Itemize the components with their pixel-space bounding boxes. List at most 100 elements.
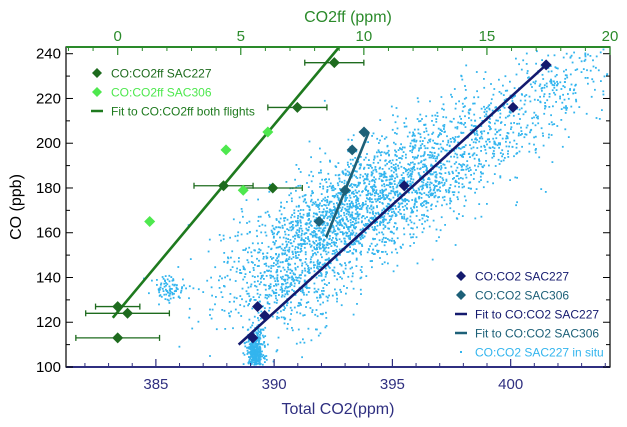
in-situ-point <box>421 188 423 191</box>
in-situ-point <box>277 226 280 229</box>
in-situ-point <box>291 275 293 278</box>
in-situ-point <box>253 280 256 283</box>
in-situ-point <box>419 167 422 170</box>
in-situ-point <box>355 207 358 210</box>
in-situ-point <box>278 246 281 248</box>
in-situ-point <box>334 288 336 291</box>
in-situ-point <box>406 169 409 172</box>
in-situ-point <box>357 240 360 243</box>
in-situ-point <box>475 132 478 135</box>
in-situ-point <box>468 170 470 172</box>
in-situ-point <box>248 346 251 348</box>
in-situ-point <box>197 320 200 323</box>
in-situ-point <box>272 265 275 267</box>
in-situ-point <box>353 242 356 245</box>
in-situ-point <box>550 70 553 73</box>
in-situ-point <box>178 345 181 348</box>
in-situ-point <box>431 146 434 149</box>
in-situ-point <box>356 303 358 305</box>
in-situ-point <box>265 262 267 265</box>
in-situ-point <box>498 91 501 93</box>
in-situ-point <box>425 165 428 167</box>
in-situ-point <box>280 213 283 216</box>
in-situ-point <box>421 202 424 204</box>
in-situ-point <box>269 256 272 258</box>
in-situ-point <box>432 184 435 186</box>
in-situ-point <box>389 192 392 195</box>
in-situ-point <box>290 222 293 224</box>
in-situ-point <box>430 204 432 207</box>
in-situ-point <box>303 267 306 270</box>
in-situ-point <box>463 151 466 153</box>
in-situ-point <box>436 111 439 114</box>
in-situ-point <box>287 234 290 236</box>
in-situ-point <box>384 212 387 215</box>
in-situ-point <box>250 255 253 258</box>
in-situ-point <box>296 234 299 237</box>
in-situ-point <box>273 262 275 264</box>
in-situ-point <box>562 85 565 87</box>
in-situ-point <box>525 126 528 129</box>
in-situ-point <box>463 153 466 155</box>
in-situ-point <box>354 212 357 215</box>
in-situ-point <box>286 290 288 293</box>
in-situ-point <box>352 313 355 316</box>
in-situ-point <box>385 152 387 155</box>
in-situ-point <box>429 138 432 141</box>
in-situ-point <box>297 251 299 253</box>
in-situ-point <box>367 222 369 225</box>
in-situ-point <box>325 295 328 298</box>
in-situ-point <box>468 166 471 169</box>
in-situ-point <box>345 199 347 201</box>
in-situ-point <box>431 154 434 157</box>
in-situ-point <box>341 217 344 220</box>
in-situ-point <box>325 311 327 314</box>
in-situ-point <box>226 262 229 264</box>
in-situ-point <box>397 194 399 196</box>
in-situ-point <box>281 227 284 229</box>
in-situ-point <box>325 317 328 319</box>
in-situ-point <box>554 82 556 85</box>
in-situ-point <box>265 358 268 361</box>
in-situ-point <box>461 177 464 180</box>
in-situ-point <box>250 261 253 263</box>
in-situ-point <box>263 283 266 286</box>
in-situ-point <box>468 117 470 119</box>
in-situ-point <box>372 206 375 209</box>
in-situ-point <box>256 292 259 295</box>
in-situ-point <box>287 268 290 271</box>
in-situ-point <box>534 124 537 127</box>
in-situ-point <box>296 265 299 268</box>
in-situ-point <box>243 342 246 344</box>
in-situ-point <box>359 251 362 254</box>
in-situ-point <box>488 107 491 110</box>
in-situ-point <box>330 245 333 247</box>
in-situ-point <box>560 88 563 90</box>
in-situ-point <box>399 193 402 196</box>
in-situ-point <box>448 187 451 190</box>
in-situ-point <box>277 255 280 258</box>
in-situ-point <box>288 276 291 279</box>
in-situ-point <box>413 128 416 131</box>
in-situ-point <box>248 359 251 361</box>
in-situ-point <box>315 290 318 293</box>
in-situ-point <box>506 137 509 140</box>
in-situ-point <box>421 118 423 120</box>
in-situ-point <box>326 224 329 227</box>
in-situ-point <box>537 99 539 101</box>
in-situ-point <box>257 360 260 363</box>
in-situ-point <box>371 185 374 188</box>
in-situ-point <box>421 184 424 187</box>
in-situ-point <box>430 164 432 167</box>
in-situ-point <box>377 161 380 164</box>
in-situ-point <box>344 174 347 177</box>
in-situ-point <box>401 155 404 157</box>
in-situ-point <box>252 261 254 264</box>
in-situ-point <box>324 259 327 261</box>
in-situ-point <box>370 173 373 176</box>
in-situ-point <box>490 127 492 130</box>
in-situ-point <box>248 356 251 359</box>
in-situ-point <box>473 125 476 127</box>
in-situ-point <box>499 112 502 115</box>
in-situ-point <box>298 231 301 233</box>
